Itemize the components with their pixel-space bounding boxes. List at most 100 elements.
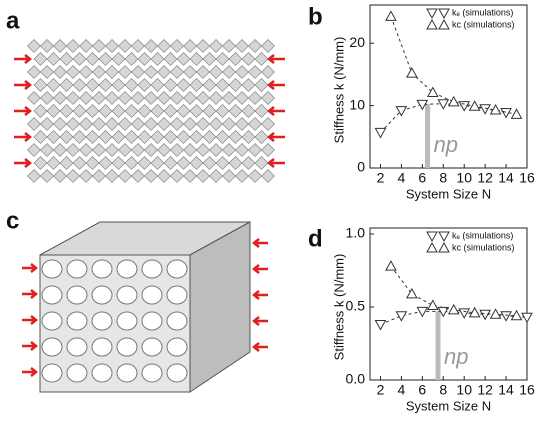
force-arrow [14, 81, 30, 89]
cell [42, 364, 62, 382]
cell [106, 40, 119, 53]
marker [470, 101, 480, 110]
cell [67, 260, 87, 278]
cell [42, 260, 62, 278]
cell [132, 66, 145, 79]
cell [47, 79, 60, 92]
cell [73, 157, 86, 170]
marker [459, 309, 469, 318]
cell [255, 157, 268, 170]
cell [229, 131, 242, 144]
cell [60, 105, 73, 118]
x-tick-label: 12 [477, 170, 493, 186]
legend-label: kc (simulations) [452, 242, 515, 252]
marker [449, 305, 459, 314]
cell [197, 118, 210, 131]
cell [167, 260, 187, 278]
x-tick-label: 16 [519, 170, 535, 186]
cell [28, 118, 41, 131]
marker [375, 128, 385, 137]
cell [47, 131, 60, 144]
cell [210, 170, 223, 183]
cell [73, 79, 86, 92]
cell [67, 338, 87, 356]
cell [223, 92, 236, 105]
cell [164, 105, 177, 118]
cell [197, 170, 210, 183]
y-tick-label: 0.5 [346, 298, 366, 314]
cell [223, 40, 236, 53]
cell [190, 79, 203, 92]
cell [184, 118, 197, 131]
cell [80, 66, 93, 79]
cell [151, 131, 164, 144]
cell [67, 364, 87, 382]
x-tick-label: 6 [418, 170, 426, 186]
cell [249, 144, 262, 157]
cell [47, 105, 60, 118]
cell [151, 79, 164, 92]
force-arrow [254, 239, 268, 247]
cell [132, 92, 145, 105]
cell [138, 131, 151, 144]
cell [145, 40, 158, 53]
force-arrow [254, 265, 268, 273]
cell [164, 157, 177, 170]
cell [171, 92, 184, 105]
cell [158, 144, 171, 157]
legend-marker [427, 9, 437, 18]
cell [223, 66, 236, 79]
cell [47, 157, 60, 170]
cell [28, 92, 41, 105]
cell [119, 92, 132, 105]
cell [54, 170, 67, 183]
cell [262, 118, 275, 131]
cell [242, 131, 255, 144]
cell [112, 53, 125, 66]
marker [491, 309, 501, 318]
cell [119, 118, 132, 131]
cell [203, 131, 216, 144]
marker [449, 97, 459, 106]
cell [236, 92, 249, 105]
marker [386, 261, 396, 270]
cell [99, 105, 112, 118]
cell [142, 286, 162, 304]
cell [41, 40, 54, 53]
cell [262, 66, 275, 79]
cell [262, 92, 275, 105]
marker [428, 301, 438, 310]
force-arrow [22, 342, 36, 350]
cell [112, 105, 125, 118]
legend-label: kₑ (simulations) [452, 230, 513, 240]
x-tick-label: 4 [398, 382, 406, 398]
np-label: np [434, 132, 458, 157]
np-label: np [444, 344, 468, 369]
cell [242, 53, 255, 66]
cell [60, 157, 73, 170]
cell [112, 79, 125, 92]
cell [54, 144, 67, 157]
cell [184, 40, 197, 53]
cell [117, 286, 137, 304]
force-arrow [254, 343, 268, 351]
force-arrow [22, 264, 36, 272]
cell [167, 286, 187, 304]
cell [60, 79, 73, 92]
cell [119, 40, 132, 53]
marker [480, 105, 490, 114]
cell [112, 131, 125, 144]
cell [28, 66, 41, 79]
cell [60, 131, 73, 144]
cell [41, 92, 54, 105]
y-axis-label: Stiffness k (N/mm) [331, 37, 346, 144]
cell [47, 53, 60, 66]
cell [184, 170, 197, 183]
cell [34, 131, 47, 144]
cell [117, 338, 137, 356]
cell [151, 105, 164, 118]
y-tick-label: 0.0 [346, 371, 366, 387]
cell [73, 105, 86, 118]
cell [249, 170, 262, 183]
cell [67, 144, 80, 157]
